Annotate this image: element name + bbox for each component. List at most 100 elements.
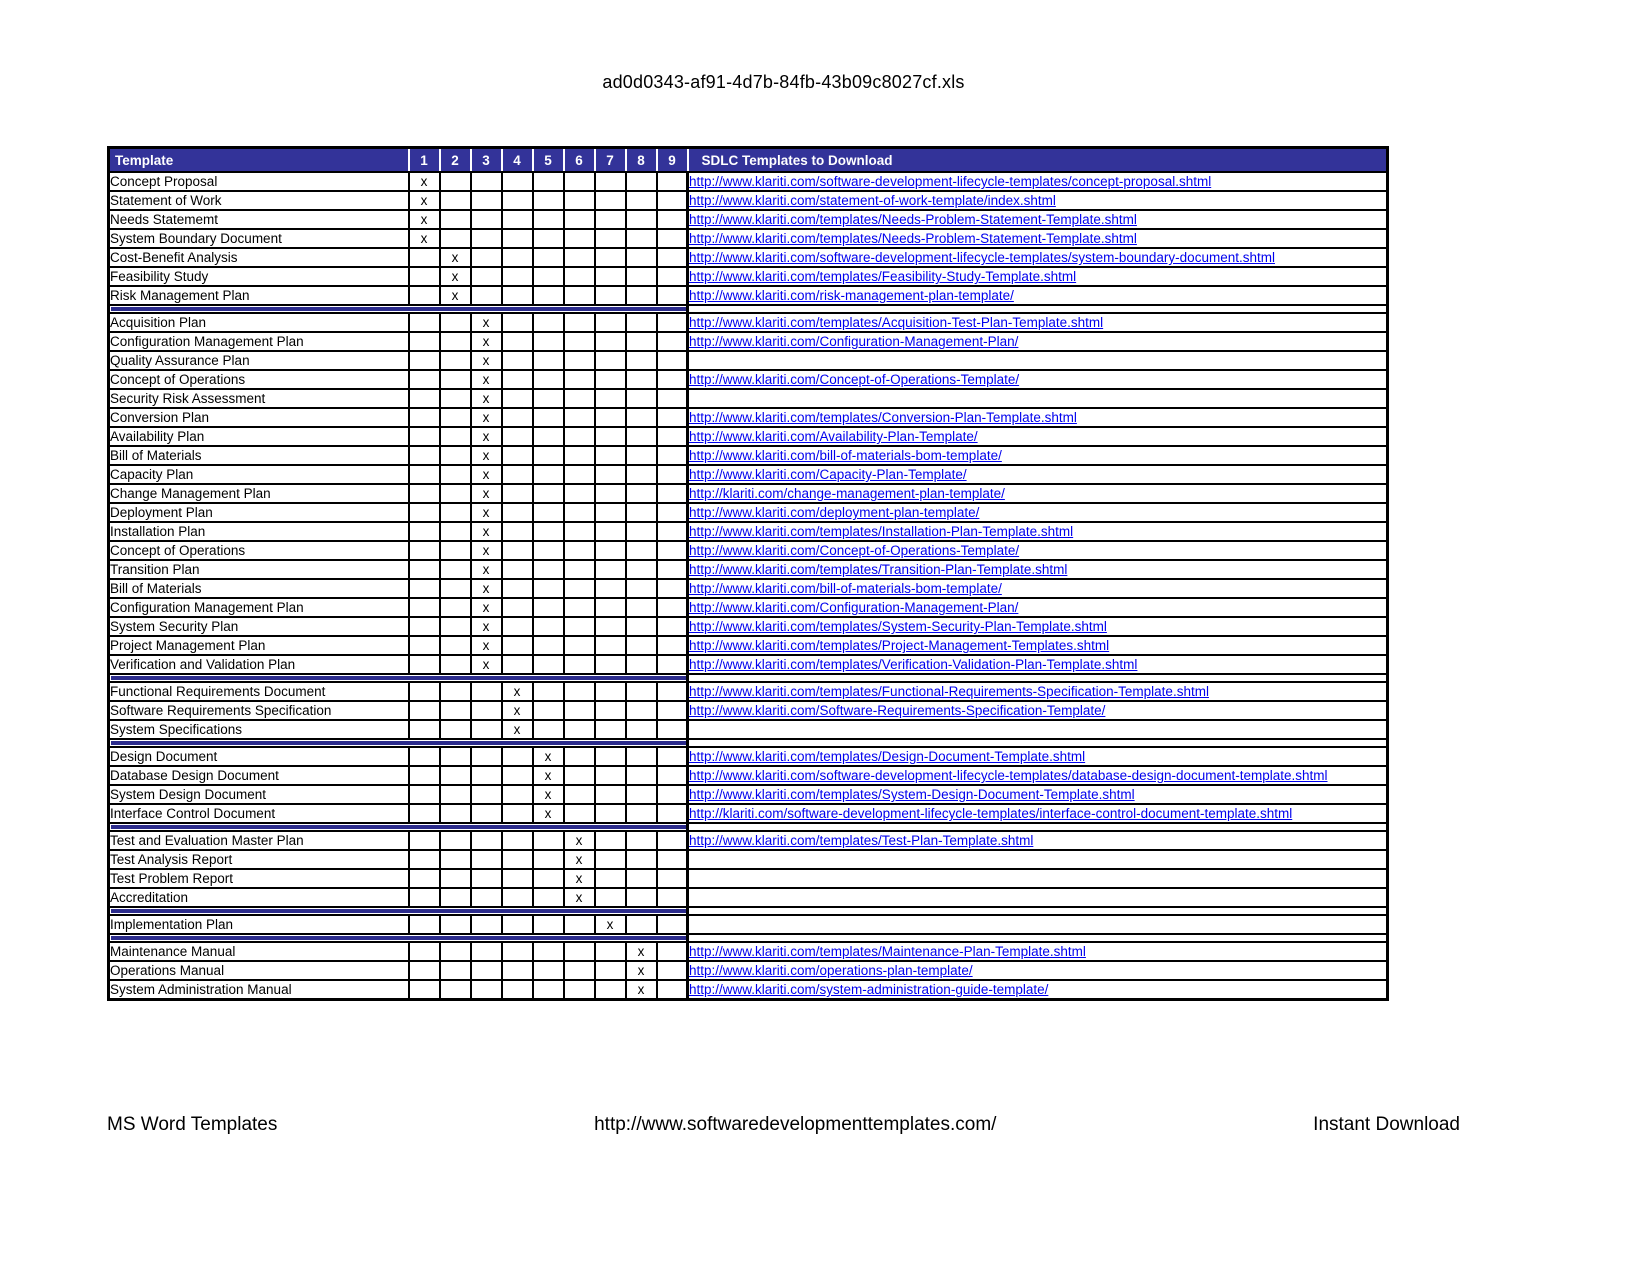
- phase-empty-cell: [655, 388, 689, 409]
- template-download-link[interactable]: http://www.klariti.com/software-developm…: [689, 250, 1275, 265]
- phase-empty-cell: [624, 830, 658, 851]
- template-download-link[interactable]: http://www.klariti.com/templates/Test-Pl…: [689, 833, 1034, 848]
- template-download-link[interactable]: http://www.klariti.com/templates/Install…: [689, 524, 1074, 539]
- template-download-link[interactable]: http://www.klariti.com/system-administra…: [689, 982, 1049, 997]
- template-download-link[interactable]: http://klariti.com/software-development-…: [689, 806, 1293, 821]
- phase-empty-cell: [624, 502, 658, 523]
- phase-empty-cell: [655, 597, 689, 618]
- template-download-link[interactable]: http://www.klariti.com/templates/Feasibi…: [689, 269, 1077, 284]
- template-download-link[interactable]: http://www.klariti.com/Software-Requirem…: [689, 703, 1106, 718]
- section-divider-gap: [686, 822, 1389, 832]
- col-header-phase-7: 7: [593, 146, 627, 173]
- phase-empty-cell: [624, 540, 658, 561]
- template-download-link[interactable]: http://www.klariti.com/Availability-Plan…: [689, 429, 978, 444]
- phase-empty-cell: [593, 209, 627, 230]
- phase-empty-cell: [438, 540, 472, 561]
- phase-empty-cell: [593, 369, 627, 390]
- phase-empty-cell: [624, 559, 658, 580]
- table-row: Implementation Plan x: [107, 914, 1389, 935]
- template-download-link[interactable]: http://www.klariti.com/templates/Needs-P…: [689, 212, 1137, 227]
- phase-empty-cell: [593, 868, 627, 889]
- template-download-link[interactable]: http://www.klariti.com/templates/Needs-P…: [689, 231, 1137, 246]
- template-name-cell: Quality Assurance Plan: [107, 350, 410, 371]
- phase-empty-cell: [655, 635, 689, 656]
- phase-empty-cell: [407, 700, 441, 721]
- template-download-link[interactable]: http://www.klariti.com/templates/Verific…: [689, 657, 1138, 672]
- footer-left-label: MS Word Templates: [107, 1114, 278, 1135]
- phase-empty-cell: [531, 979, 565, 1001]
- phase-empty-cell: [407, 746, 441, 767]
- phase-empty-cell: [562, 914, 596, 935]
- template-download-link[interactable]: http://www.klariti.com/operations-plan-t…: [689, 963, 973, 978]
- phase-empty-cell: [655, 407, 689, 428]
- template-download-link[interactable]: http://www.klariti.com/bill-of-materials…: [689, 581, 1002, 596]
- template-download-link[interactable]: http://www.klariti.com/statement-of-work…: [689, 193, 1056, 208]
- col-header-phase-6: 6: [562, 146, 596, 173]
- phase-empty-cell: [562, 331, 596, 352]
- phase-empty-cell: [500, 369, 534, 390]
- template-download-link[interactable]: http://www.klariti.com/bill-of-materials…: [689, 448, 1002, 463]
- phase-empty-cell: [438, 445, 472, 466]
- phase-empty-cell: [624, 464, 658, 485]
- phase-empty-cell: [624, 228, 658, 249]
- template-download-link[interactable]: http://www.klariti.com/Concept-of-Operat…: [689, 543, 1020, 558]
- url-cell: http://www.klariti.com/templates/Transit…: [686, 559, 1389, 580]
- url-cell: http://www.klariti.com/Configuration-Man…: [686, 331, 1389, 352]
- table-row: Bill of Materials x http://www.klariti.com…: [107, 578, 1389, 599]
- section-divider-gap: [686, 738, 1389, 748]
- col-header-phase-2: 2: [438, 146, 472, 173]
- document-title: ad0d0343-af91-4d7b-84fb-43b09c8027cf.xls: [602, 72, 965, 92]
- phase-empty-cell: [655, 331, 689, 352]
- phase-empty-cell: [407, 350, 441, 371]
- phase-empty-cell: [438, 868, 472, 889]
- template-download-link[interactable]: http://www.klariti.com/templates/Convers…: [689, 410, 1077, 425]
- template-name-cell: Design Document: [107, 746, 410, 767]
- phase-empty-cell: [655, 849, 689, 870]
- phase-empty-cell: [500, 960, 534, 981]
- phase-empty-cell: [655, 719, 689, 740]
- url-cell: http://www.klariti.com/Software-Requirem…: [686, 700, 1389, 721]
- phase-empty-cell: [531, 578, 565, 599]
- template-download-link[interactable]: http://www.klariti.com/deployment-plan-t…: [689, 505, 980, 520]
- phase-empty-cell: [593, 597, 627, 618]
- phase-empty-cell: [624, 247, 658, 268]
- phase-empty-cell: [593, 616, 627, 637]
- url-cell: http://klariti.com/change-management-pla…: [686, 483, 1389, 504]
- template-download-link[interactable]: http://www.klariti.com/templates/Project…: [689, 638, 1110, 653]
- phase-empty-cell: [500, 597, 534, 618]
- phase-empty-cell: [593, 849, 627, 870]
- url-cell: [686, 868, 1389, 889]
- phase-empty-cell: [624, 266, 658, 287]
- template-download-link[interactable]: http://www.klariti.com/Concept-of-Operat…: [689, 372, 1020, 387]
- phase-empty-cell: [562, 388, 596, 409]
- phase-empty-cell: [655, 559, 689, 580]
- template-download-link[interactable]: http://klariti.com/change-management-pla…: [689, 486, 1005, 501]
- template-download-link[interactable]: http://www.klariti.com/risk-management-p…: [689, 288, 1014, 303]
- template-name-cell: Needs Statememt: [107, 209, 410, 230]
- phase-x-mark-cell: x: [469, 597, 503, 618]
- template-download-link[interactable]: http://www.klariti.com/templates/System-…: [689, 619, 1107, 634]
- phase-empty-cell: [562, 979, 596, 1001]
- table-row: Concept of Operations x http://www.klariti…: [107, 369, 1389, 390]
- template-download-link[interactable]: http://www.klariti.com/templates/Functio…: [689, 684, 1209, 699]
- phase-empty-cell: [655, 616, 689, 637]
- template-download-link[interactable]: http://www.klariti.com/Configuration-Man…: [689, 334, 1019, 349]
- url-cell: http://www.klariti.com/templates/Project…: [686, 635, 1389, 656]
- template-download-link[interactable]: http://www.klariti.com/templates/Mainten…: [689, 944, 1086, 959]
- template-download-link[interactable]: http://www.klariti.com/software-developm…: [689, 768, 1328, 783]
- template-name-cell: Cost-Benefit Analysis: [107, 247, 410, 268]
- template-download-link[interactable]: http://www.klariti.com/templates/System-…: [689, 787, 1135, 802]
- phase-empty-cell: [500, 979, 534, 1001]
- phase-empty-cell: [407, 784, 441, 805]
- template-download-link[interactable]: http://www.klariti.com/templates/Acquisi…: [689, 315, 1104, 330]
- phase-empty-cell: [562, 941, 596, 962]
- template-name-cell: Concept Proposal: [107, 171, 410, 192]
- template-download-link[interactable]: http://www.klariti.com/templates/Transit…: [689, 562, 1068, 577]
- template-download-link[interactable]: http://www.klariti.com/Capacity-Plan-Tem…: [689, 467, 967, 482]
- phase-empty-cell: [407, 407, 441, 428]
- template-download-link[interactable]: http://www.klariti.com/templates/Design-…: [689, 749, 1086, 764]
- template-name-cell: Deployment Plan: [107, 502, 410, 523]
- section-divider-row: [107, 906, 1389, 916]
- template-download-link[interactable]: http://www.klariti.com/software-developm…: [689, 174, 1212, 189]
- template-download-link[interactable]: http://www.klariti.com/Configuration-Man…: [689, 600, 1019, 615]
